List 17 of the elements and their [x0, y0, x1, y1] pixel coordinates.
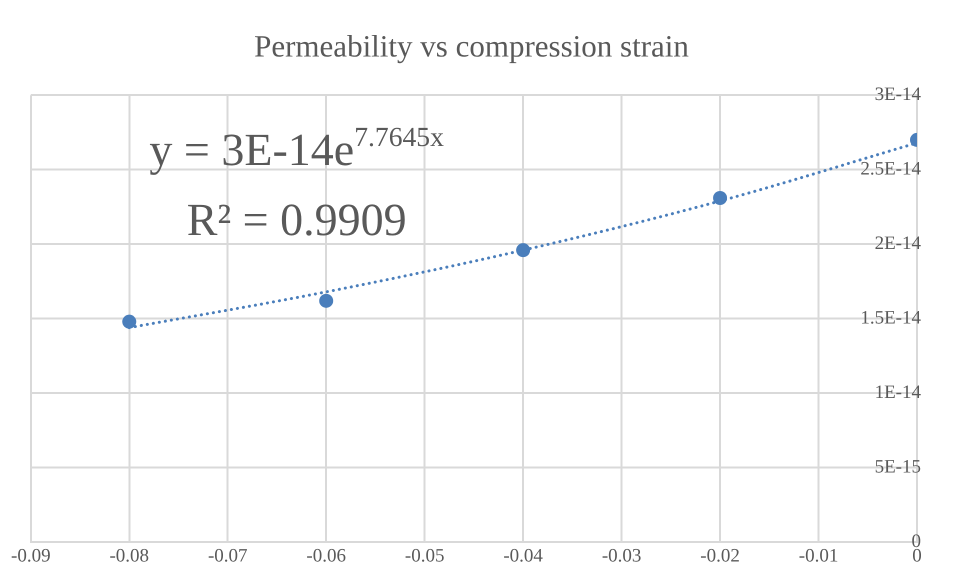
- x-tick-label: -0.06: [306, 546, 346, 567]
- x-tick-label: -0.01: [798, 546, 838, 567]
- annotation: R² = 0.9909: [186, 194, 407, 246]
- x-tick-label: -0.08: [109, 546, 150, 567]
- y-tick-label: 2E-14: [874, 233, 922, 254]
- x-tick-label: -0.07: [208, 546, 248, 567]
- y-tick-label: 5E-15: [874, 456, 921, 478]
- x-tick-label: -0.05: [404, 546, 444, 567]
- x-tick-label: -0.09: [11, 546, 51, 567]
- y-tick-label: 1E-14: [874, 382, 922, 404]
- x-tick-label: -0.04: [503, 546, 544, 567]
- y-tick-label: 2.5E-14: [860, 158, 922, 180]
- x-tick-label: -0.03: [602, 546, 642, 567]
- chart-title: Permeability vs compression strain: [254, 28, 690, 64]
- x-tick-label: -0.02: [700, 546, 740, 567]
- y-tick-label: 1.5E-14: [860, 308, 922, 329]
- y-tick-label: 3E-14: [874, 84, 922, 106]
